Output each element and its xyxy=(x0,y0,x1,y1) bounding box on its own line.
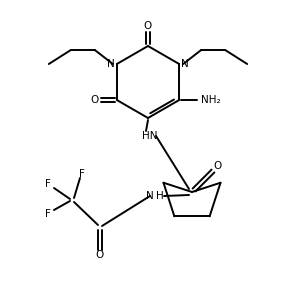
Text: NH₂: NH₂ xyxy=(201,95,221,105)
Text: O: O xyxy=(91,95,99,105)
Text: HN: HN xyxy=(142,131,158,141)
Text: O: O xyxy=(144,21,152,31)
Text: N: N xyxy=(107,59,115,69)
Text: F: F xyxy=(45,179,51,189)
Text: H: H xyxy=(156,191,164,201)
Text: O: O xyxy=(214,161,222,171)
Text: O: O xyxy=(96,250,104,260)
Text: F: F xyxy=(79,169,85,179)
Text: F: F xyxy=(45,209,51,219)
Text: N: N xyxy=(181,59,189,69)
Text: N: N xyxy=(146,191,154,201)
